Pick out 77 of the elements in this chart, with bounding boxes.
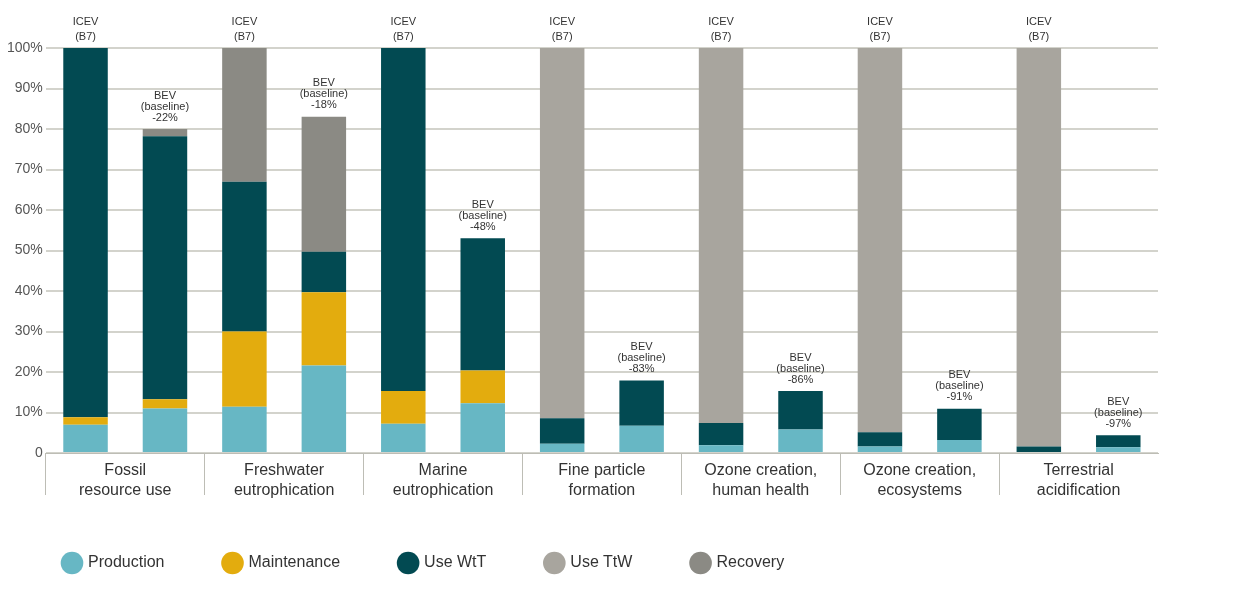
bar xyxy=(857,432,903,447)
x-tick-label: Fossil resource use xyxy=(79,461,172,499)
bar xyxy=(222,406,267,452)
x-tick-label: Freshwater eutrophication xyxy=(233,461,335,499)
bar xyxy=(142,129,188,137)
text: ICEV (B7) xyxy=(231,14,258,42)
y-tick-label: 30% xyxy=(14,322,43,339)
annotation: BEV (baseline) -48% xyxy=(458,197,507,232)
bar xyxy=(460,238,505,371)
bar xyxy=(778,429,823,452)
bar xyxy=(222,48,267,182)
y-tick-label: 80% xyxy=(14,119,43,136)
annotation: BEV (baseline) -22% xyxy=(140,88,190,123)
bar xyxy=(698,445,744,452)
annotation: BEV (baseline) -86% xyxy=(776,350,825,385)
legend-label: Use WtT xyxy=(424,553,487,571)
y-tick-label: 70% xyxy=(14,160,43,177)
bar xyxy=(381,48,426,392)
bar xyxy=(857,446,903,452)
bar xyxy=(301,292,347,366)
text: ICEV (B7) xyxy=(867,14,894,42)
text: ICEV (B7) xyxy=(390,14,417,42)
annotation: BEV (baseline) -91% xyxy=(935,368,984,403)
bar xyxy=(301,365,347,452)
bar xyxy=(539,418,585,444)
bar xyxy=(1016,446,1062,452)
bar xyxy=(222,331,267,407)
text: ICEV (B7) xyxy=(549,14,576,42)
bar xyxy=(619,380,664,426)
annotation: BEV (baseline) -83% xyxy=(617,340,666,375)
y-tick-label: 40% xyxy=(14,281,43,298)
annotation: BEV (baseline) -97% xyxy=(1094,394,1143,429)
bar xyxy=(460,370,505,404)
bar xyxy=(222,181,267,332)
y-tick-label: 50% xyxy=(14,241,43,258)
bar xyxy=(698,48,744,424)
bar xyxy=(1096,435,1141,448)
bar xyxy=(142,136,188,400)
x-tick-label: Ozone creation, ecosystems xyxy=(863,461,977,499)
bar xyxy=(142,399,188,409)
bar xyxy=(381,391,426,424)
bar xyxy=(301,251,347,293)
legend-label: Production xyxy=(88,553,165,571)
text: ICEV (B7) xyxy=(72,14,100,42)
bar xyxy=(857,48,903,433)
y-tick-label: 10% xyxy=(14,403,43,420)
legend-label: Recovery xyxy=(716,553,785,571)
bar xyxy=(619,425,664,452)
bar xyxy=(1096,447,1141,452)
bar xyxy=(381,423,426,452)
x-tick-label: Marine eutrophication xyxy=(392,461,494,499)
bar xyxy=(1016,48,1062,447)
bar xyxy=(778,391,823,430)
x-tick-label: Ozone creation, human health xyxy=(704,461,818,499)
text: ICEV (B7) xyxy=(708,14,735,42)
bar xyxy=(63,48,108,418)
x-tick-label: Terrestrial acidification xyxy=(1036,461,1121,499)
y-tick-label: 60% xyxy=(14,200,43,217)
y-tick-label: 90% xyxy=(14,79,43,96)
bar xyxy=(539,48,585,419)
bar xyxy=(698,423,744,446)
annotation: BEV (baseline) -18% xyxy=(299,76,349,111)
text: ICEV (B7) xyxy=(1025,14,1053,42)
y-tick-label: 20% xyxy=(14,362,43,379)
legend-label: Maintenance xyxy=(248,553,341,571)
bar xyxy=(301,116,347,252)
bar xyxy=(63,417,108,425)
y-tick-label: 0 xyxy=(35,443,44,460)
bar xyxy=(63,424,108,452)
bar xyxy=(539,443,585,452)
bar xyxy=(460,403,505,452)
bar xyxy=(937,440,982,452)
x-tick-label: Fine particle formation xyxy=(558,461,646,499)
legend-label: Use TtW xyxy=(570,553,634,571)
y-tick-label: 100% xyxy=(6,38,43,55)
bar xyxy=(142,408,188,452)
bar xyxy=(937,408,982,441)
